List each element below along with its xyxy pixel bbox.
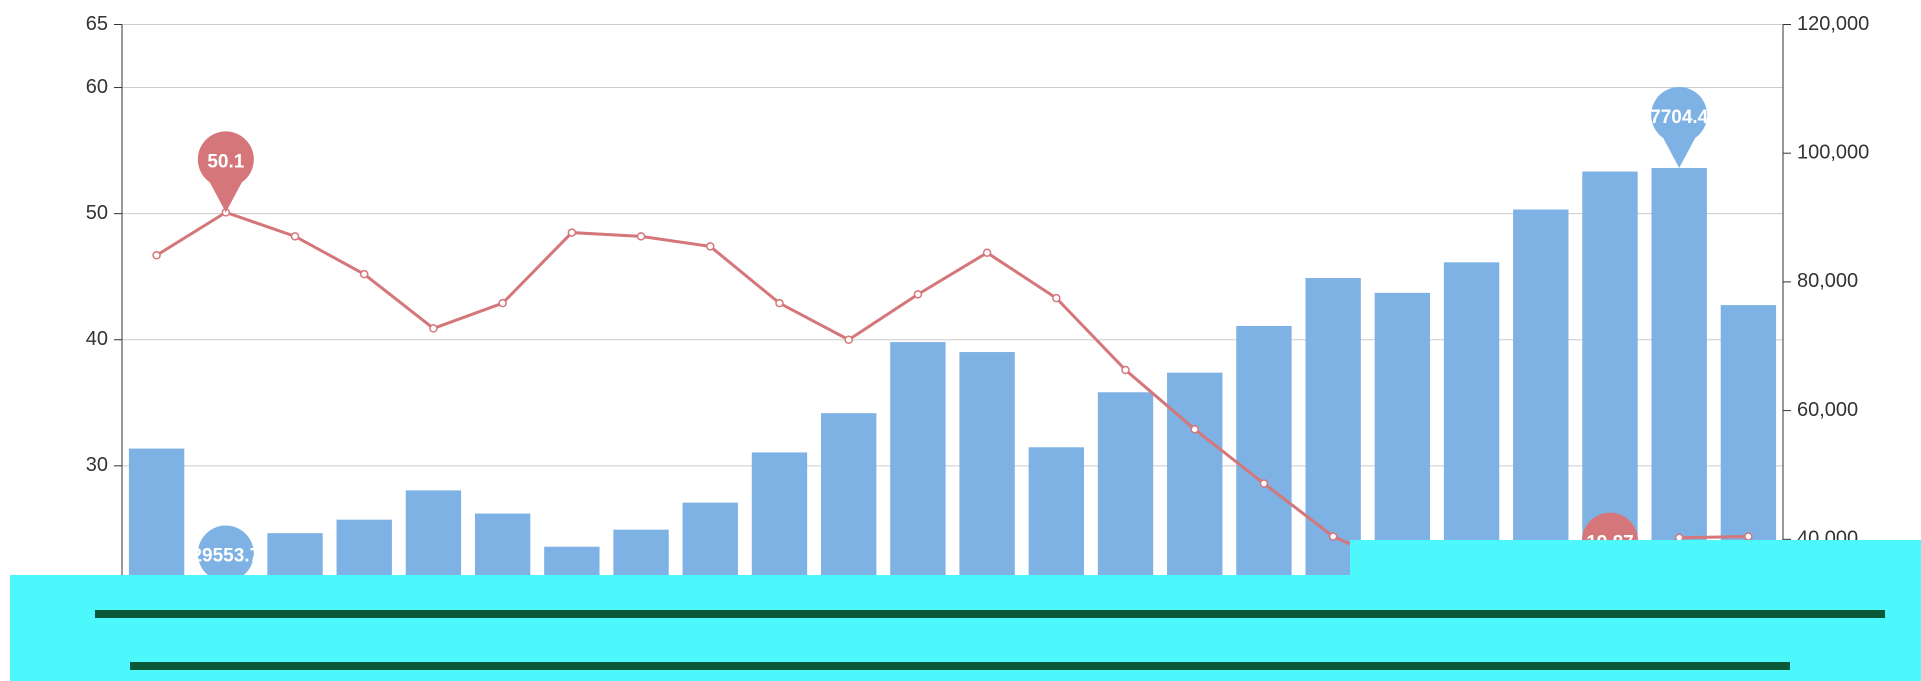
marker-pin: 29553.7 (191, 525, 260, 607)
y2-tick-label: 60,000 (1797, 399, 1858, 421)
y-tick-label: 40 (86, 328, 108, 350)
line-point (913, 290, 923, 299)
y2-tick-label: 120,000 (1797, 13, 1869, 35)
glitch-band (1350, 540, 1921, 580)
pin-label: 97704.44 (1640, 107, 1720, 128)
line-point (567, 228, 577, 237)
line-point (152, 251, 161, 260)
y-tick-label: 65 (86, 13, 108, 35)
marker-pin: 97704.44 (1640, 86, 1720, 168)
line-point (982, 248, 992, 257)
line-point (429, 324, 438, 333)
line-point (359, 269, 369, 279)
glitch-stripe (95, 610, 1885, 618)
glitch-stripe (130, 662, 1790, 670)
line-point (775, 298, 784, 308)
pin-shape (1651, 86, 1708, 168)
y-tick-label: 60 (86, 76, 108, 98)
line-point (636, 232, 646, 241)
pin-label: 50.1 (207, 151, 244, 172)
line-point (1190, 425, 1199, 434)
y-tick-label: 30 (86, 454, 108, 476)
pin-label: 29553.7 (191, 546, 260, 567)
pin-shape (197, 131, 254, 213)
line (155, 210, 1749, 596)
y2-tick-label: 100,000 (1797, 141, 1869, 163)
line-point (1121, 365, 1130, 375)
line-point (1259, 479, 1269, 488)
line-point (1052, 293, 1061, 303)
line-point (498, 298, 507, 308)
y2-tick-label: 80,000 (1797, 270, 1858, 292)
line-point (290, 232, 300, 241)
pin-shape (197, 525, 254, 607)
line-point (1328, 532, 1338, 541)
line-point (844, 335, 853, 344)
line-point (1744, 532, 1753, 541)
y-tick-label: 50 (86, 202, 108, 224)
line-point (706, 242, 715, 251)
marker-pin: 50.1 (197, 131, 254, 213)
